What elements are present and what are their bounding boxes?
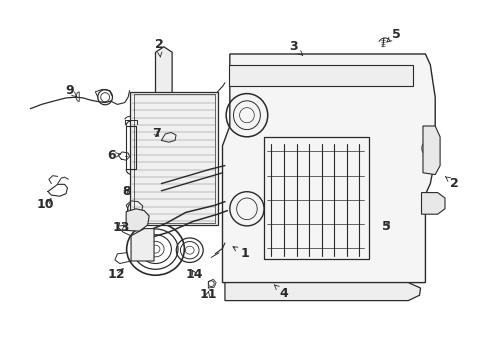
Polygon shape (131, 229, 154, 261)
Bar (230, 69, 245, 83)
Text: 4: 4 (274, 285, 287, 300)
Text: 2: 2 (445, 177, 458, 190)
Polygon shape (222, 54, 434, 283)
Text: 1: 1 (232, 247, 248, 260)
Text: 5: 5 (381, 220, 390, 233)
Polygon shape (129, 92, 217, 225)
Text: 11: 11 (199, 288, 216, 301)
Text: 7: 7 (152, 127, 161, 140)
Bar (391, 69, 406, 83)
Polygon shape (422, 126, 439, 175)
Bar (351, 69, 366, 83)
Text: 13: 13 (112, 221, 130, 234)
Text: 5: 5 (386, 28, 400, 42)
Polygon shape (155, 47, 172, 144)
Text: 2: 2 (154, 39, 163, 57)
Bar (270, 69, 285, 83)
Polygon shape (228, 65, 412, 86)
Text: 9: 9 (65, 84, 77, 97)
Bar (311, 69, 325, 83)
Text: 6: 6 (107, 149, 120, 162)
Polygon shape (126, 209, 149, 231)
Polygon shape (421, 193, 444, 214)
Text: 8: 8 (122, 185, 130, 198)
Text: 3: 3 (288, 40, 302, 55)
Text: 12: 12 (107, 268, 125, 281)
Text: 10: 10 (36, 198, 54, 211)
Text: 14: 14 (185, 268, 203, 281)
Polygon shape (224, 283, 420, 301)
